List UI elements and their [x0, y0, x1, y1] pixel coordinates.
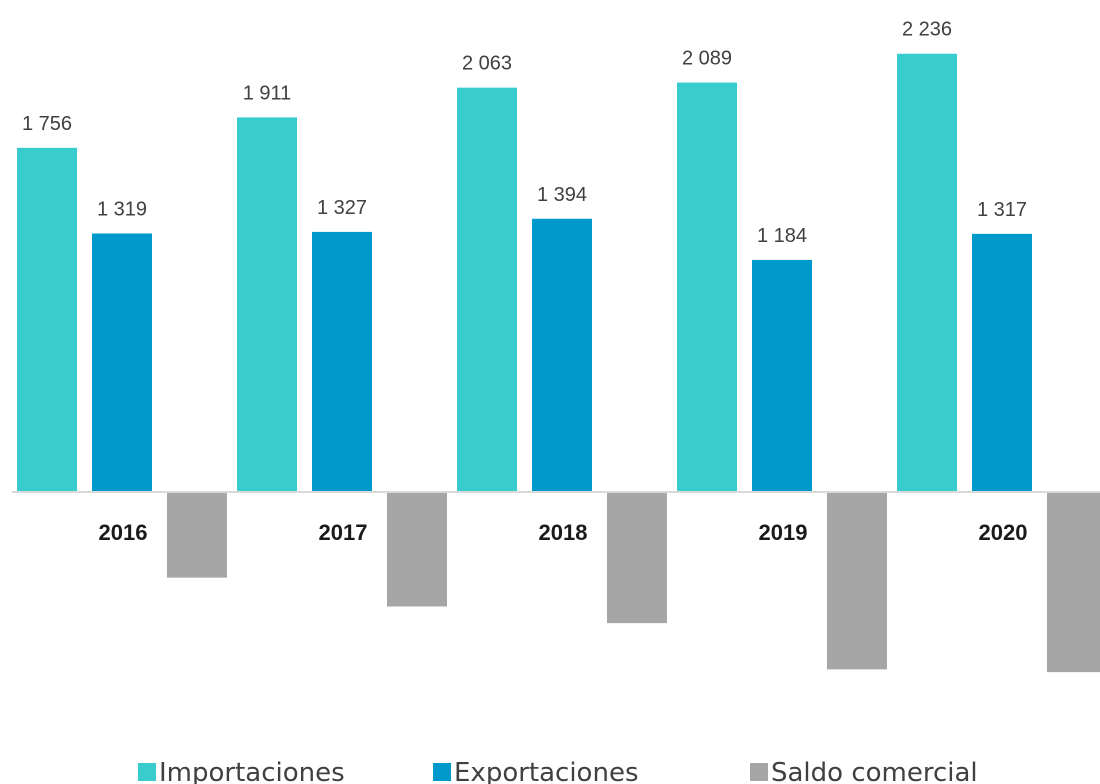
- x-tick-label: 2019: [759, 520, 808, 545]
- bar: [457, 87, 517, 492]
- data-label: 1 317: [977, 199, 1027, 221]
- bar: [312, 231, 372, 492]
- data-label: 1 394: [537, 184, 587, 206]
- x-tick-label: 2016: [99, 520, 148, 545]
- x-tick-label: 2018: [539, 520, 588, 545]
- bar: [827, 492, 887, 670]
- data-label: 2 063: [462, 53, 512, 75]
- bar: [752, 259, 812, 492]
- bar: [167, 492, 227, 578]
- data-label: 1 327: [317, 197, 367, 219]
- data-label: 2 236: [902, 19, 952, 41]
- x-tick-label: 2020: [979, 520, 1028, 545]
- legend-swatch: [433, 763, 451, 781]
- bar: [92, 233, 152, 492]
- data-label: 1 184: [757, 225, 807, 247]
- bar: [677, 82, 737, 492]
- data-label: 1 911: [243, 82, 292, 104]
- bar: [532, 218, 592, 492]
- legend-swatch: [138, 763, 156, 781]
- legend-label: Importaciones: [159, 758, 345, 784]
- legend-label: Exportaciones: [454, 758, 639, 784]
- bar: [387, 492, 447, 607]
- legend-label: Saldo comercial: [771, 758, 978, 784]
- bar: [897, 53, 957, 493]
- data-label: 1 319: [97, 198, 147, 220]
- data-label: 2 089: [682, 48, 732, 70]
- bar: [972, 233, 1032, 493]
- bar: [1047, 492, 1100, 673]
- bar: [237, 117, 297, 492]
- bar: [17, 147, 77, 492]
- bar: [607, 492, 667, 624]
- x-tick-label: 2017: [319, 520, 368, 545]
- data-label: 1 756: [22, 113, 72, 135]
- legend-swatch: [750, 763, 768, 781]
